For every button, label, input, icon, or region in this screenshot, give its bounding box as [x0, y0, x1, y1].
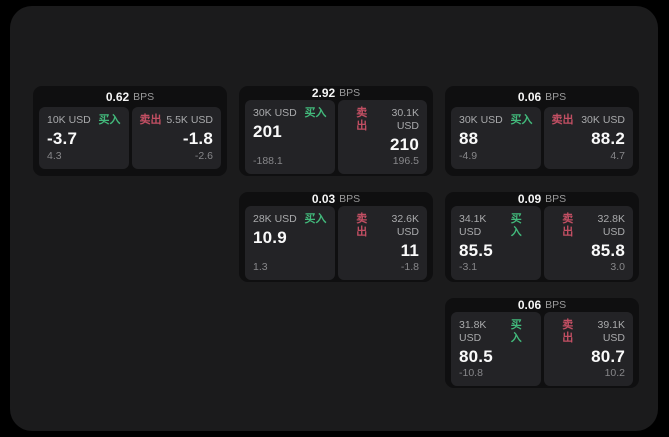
buy-amount: 31.8K USD: [459, 319, 487, 344]
buy-label: 买入: [304, 107, 327, 119]
sell-tile[interactable]: 卖出 30K USD 88.2 4.7: [543, 107, 633, 169]
buy-label: 买入: [510, 213, 522, 238]
sell-label: 卖出: [562, 213, 574, 238]
buy-delta: -4.9: [459, 150, 478, 162]
sell-label: 卖出: [139, 114, 162, 126]
quote-card: 0.03 BPS 28K USD 买入 10.9 1.3 卖出 32.6K US…: [239, 192, 433, 282]
card-header: 0.06 BPS: [451, 298, 633, 312]
buy-label: 买入: [510, 114, 533, 126]
card-body: 34.1K USD 买入 85.5 -3.1 卖出 32.8K USD 85.8…: [451, 206, 633, 280]
sell-delta: -1.8: [400, 261, 419, 273]
bps-value: 0.06: [517, 298, 542, 312]
buy-amount: 10K USD: [47, 114, 91, 126]
sell-tile[interactable]: 卖出 30.1K USD 210 196.5: [337, 100, 427, 174]
card-body: 28K USD 买入 10.9 1.3 卖出 32.6K USD 11 -1.8: [245, 206, 427, 280]
buy-label: 买入: [510, 319, 522, 344]
buy-tile[interactable]: 30K USD 买入 201 -188.1: [245, 100, 335, 174]
sell-price: 88.2: [591, 129, 625, 148]
sell-amount: 32.8K USD: [597, 213, 625, 238]
sell-amount: 32.6K USD: [391, 213, 419, 238]
bps-value: 0.06: [517, 89, 542, 104]
sell-tile[interactable]: 卖出 32.6K USD 11 -1.8: [337, 206, 427, 280]
card-header: 0.62 BPS: [39, 86, 221, 107]
sell-delta: -2.6: [194, 150, 213, 162]
sell-price: 11: [400, 241, 419, 260]
bps-unit-label: BPS: [545, 90, 567, 103]
card-body: 30K USD 买入 201 -188.1 卖出 30.1K USD 210 1…: [245, 100, 427, 174]
buy-tile[interactable]: 34.1K USD 买入 85.5 -3.1: [451, 206, 541, 280]
buy-price: 80.5: [459, 347, 493, 366]
sell-delta: 10.2: [604, 367, 625, 379]
buy-price: -3.7: [47, 129, 78, 148]
buy-amount: 30K USD: [253, 107, 297, 119]
sell-delta: 196.5: [392, 155, 419, 167]
card-header: 2.92 BPS: [245, 86, 427, 100]
quote-card: 0.09 BPS 34.1K USD 买入 85.5 -3.1 卖出 32.8K…: [445, 192, 639, 282]
buy-delta: -188.1: [253, 155, 283, 167]
sell-delta: 3.0: [610, 261, 625, 273]
buy-delta: 4.3: [47, 150, 62, 162]
bps-value: 2.92: [311, 86, 336, 100]
sell-amount: 5.5K USD: [166, 114, 213, 126]
buy-tile[interactable]: 30K USD 买入 88 -4.9: [451, 107, 541, 169]
quote-card: 0.62 BPS 10K USD 买入 -3.7 4.3 卖出 5.5K USD: [33, 86, 227, 176]
bps-unit-label: BPS: [133, 90, 155, 103]
quote-card: 2.92 BPS 30K USD 买入 201 -188.1 卖出 30.1K …: [239, 86, 433, 176]
bps-unit-label: BPS: [545, 193, 567, 205]
buy-delta: -3.1: [459, 261, 478, 273]
bps-unit-label: BPS: [339, 87, 361, 99]
card-body: 10K USD 买入 -3.7 4.3 卖出 5.5K USD -1.8 -2.…: [39, 107, 221, 169]
sell-delta: 4.7: [610, 150, 625, 162]
buy-amount: 34.1K USD: [459, 213, 487, 238]
card-header: 0.03 BPS: [245, 192, 427, 206]
buy-label: 买入: [98, 114, 121, 126]
buy-tile[interactable]: 10K USD 买入 -3.7 4.3: [39, 107, 129, 169]
buy-price: 201: [253, 122, 282, 141]
sell-price: 80.7: [591, 347, 625, 366]
buy-amount: 30K USD: [459, 114, 503, 126]
sell-label: 卖出: [356, 213, 368, 238]
bps-value: 0.62: [105, 89, 130, 104]
sell-price: -1.8: [182, 129, 213, 148]
buy-price: 85.5: [459, 241, 493, 260]
buy-amount: 28K USD: [253, 213, 297, 225]
sell-tile[interactable]: 卖出 32.8K USD 85.8 3.0: [543, 206, 633, 280]
quote-card: 0.06 BPS 31.8K USD 买入 80.5 -10.8 卖出 39.1…: [445, 298, 639, 388]
card-header: 0.09 BPS: [451, 192, 633, 206]
bps-unit-label: BPS: [545, 299, 567, 311]
sell-tile[interactable]: 卖出 39.1K USD 80.7 10.2: [543, 312, 633, 386]
sell-amount: 30K USD: [581, 114, 625, 126]
card-body: 30K USD 买入 88 -4.9 卖出 30K USD 88.2 4.7: [451, 107, 633, 169]
sell-label: 卖出: [562, 319, 574, 344]
sell-amount: 30.1K USD: [391, 107, 419, 132]
quote-card: 0.06 BPS 30K USD 买入 88 -4.9 卖出 30K USD: [445, 86, 639, 176]
sell-price: 85.8: [591, 241, 625, 260]
bps-value: 0.09: [517, 192, 542, 206]
card-body: 31.8K USD 买入 80.5 -10.8 卖出 39.1K USD 80.…: [451, 312, 633, 386]
sell-label: 卖出: [551, 114, 574, 126]
sell-price: 210: [390, 135, 419, 154]
card-header: 0.06 BPS: [451, 86, 633, 107]
sell-label: 卖出: [356, 107, 368, 132]
buy-price: 88: [459, 129, 479, 148]
sell-amount: 39.1K USD: [597, 319, 625, 344]
buy-delta: -10.8: [459, 367, 483, 379]
bps-value: 0.03: [311, 192, 336, 206]
quote-grid: 0.62 BPS 10K USD 买入 -3.7 4.3 卖出 5.5K USD: [33, 86, 639, 388]
buy-tile[interactable]: 31.8K USD 买入 80.5 -10.8: [451, 312, 541, 386]
quotes-panel: 0.62 BPS 10K USD 买入 -3.7 4.3 卖出 5.5K USD: [10, 6, 658, 431]
sell-tile[interactable]: 卖出 5.5K USD -1.8 -2.6: [131, 107, 221, 169]
buy-label: 买入: [304, 213, 327, 225]
bps-unit-label: BPS: [339, 193, 361, 205]
buy-delta: 1.3: [253, 261, 268, 273]
buy-tile[interactable]: 28K USD 买入 10.9 1.3: [245, 206, 335, 280]
buy-price: 10.9: [253, 228, 287, 247]
